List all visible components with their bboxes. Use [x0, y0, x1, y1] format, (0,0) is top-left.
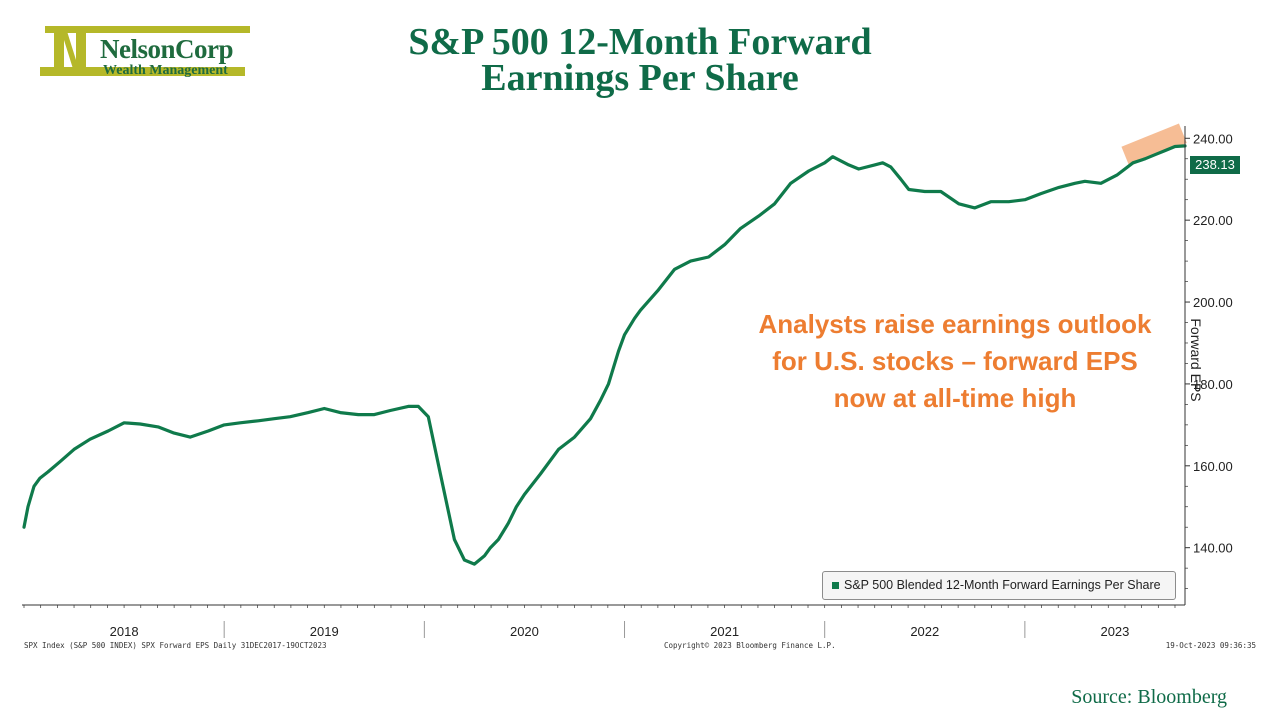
logo-subtitle: Wealth Management — [103, 63, 228, 78]
y-tick-label: 240.00 — [1193, 131, 1233, 146]
legend-swatch — [832, 581, 839, 589]
y-tick-label: 160.00 — [1193, 459, 1233, 474]
x-year-label: 2018 — [110, 624, 139, 639]
nelsoncorp-logo-mark-icon — [40, 26, 250, 76]
recent-high-highlight — [1121, 123, 1187, 167]
annotation-line-3: now at all-time high — [833, 383, 1077, 413]
footer-copyright: Copyright© 2023 Bloomberg Finance L.P. — [664, 641, 836, 650]
annotation-line-2: for U.S. stocks – forward EPS — [772, 346, 1138, 376]
nelsoncorp-logo — [40, 24, 260, 84]
annotation-text: Analysts raise earnings outlook for U.S.… — [730, 306, 1180, 417]
footer-timestamp: 19-Oct-2023 09:36:35 — [1165, 641, 1256, 650]
legend-label: S&P 500 Blended 12-Month Forward Earning… — [844, 578, 1161, 592]
y-axis-label: Forward EPS — [1188, 318, 1204, 402]
x-year-label: 2021 — [710, 624, 739, 639]
x-year-label: 2020 — [510, 624, 539, 639]
x-year-label: 2023 — [1100, 624, 1129, 639]
title-line-2: Earnings Per Share — [481, 57, 799, 99]
chart-title: S&P 500 12-Month Forward Earnings Per Sh… — [300, 21, 980, 99]
title-line-1: S&P 500 12-Month Forward — [408, 21, 872, 63]
eps-series-line — [22, 144, 1187, 566]
x-year-label: 2022 — [910, 624, 939, 639]
logo-name: NelsonCorp — [100, 34, 234, 64]
chart-legend: S&P 500 Blended 12-Month Forward Earning… — [822, 571, 1176, 600]
y-tick-label: 140.00 — [1193, 541, 1233, 556]
footer-series-info: SPX Index (S&P 500 INDEX) SPX Forward EP… — [24, 641, 327, 650]
x-year-label: 2019 — [310, 624, 339, 639]
y-tick-label: 180.00 — [1193, 377, 1233, 392]
source-note: Source: Bloomberg — [1071, 686, 1227, 708]
y-tick-label: 200.00 — [1193, 295, 1233, 310]
y-tick-label: 220.00 — [1193, 213, 1233, 228]
annotation-line-1: Analysts raise earnings outlook — [758, 309, 1152, 339]
last-value-label: 238.13 — [1190, 156, 1240, 174]
